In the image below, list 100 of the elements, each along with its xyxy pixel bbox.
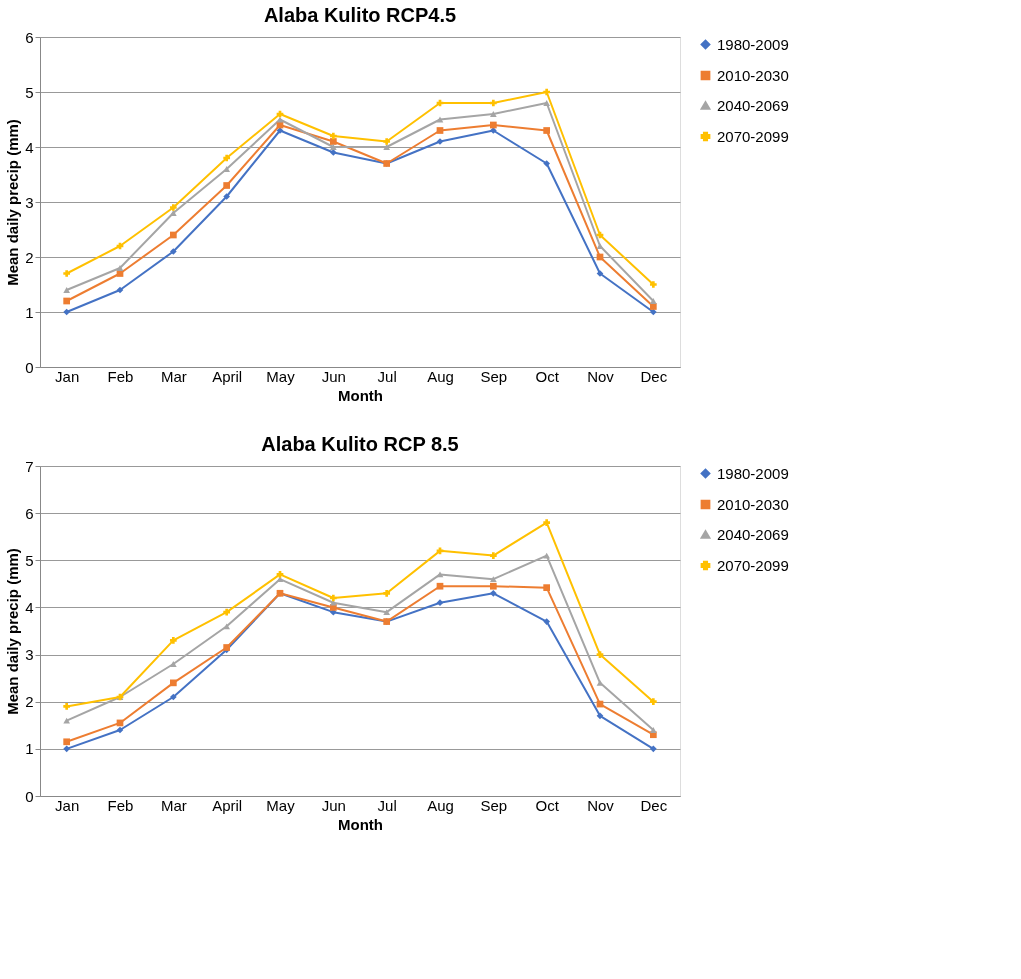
y-tick-label: 2 bbox=[25, 693, 34, 711]
point bbox=[649, 727, 657, 733]
x-tick-label: May bbox=[266, 367, 296, 385]
point bbox=[276, 571, 284, 578]
point bbox=[329, 149, 337, 156]
x-tick-label: Jul bbox=[377, 796, 397, 814]
y-tick-label: 3 bbox=[25, 646, 34, 664]
point bbox=[223, 623, 231, 630]
chart-title: Alaba Kulito RCP4.5 bbox=[263, 4, 457, 26]
x-tick-label: Aug bbox=[427, 367, 454, 385]
y-tick-label: 6 bbox=[25, 504, 34, 522]
point bbox=[649, 281, 657, 288]
point bbox=[543, 519, 551, 526]
x-tick-label: Oct bbox=[535, 796, 560, 814]
point bbox=[223, 608, 231, 616]
x-tick-label: Jan bbox=[55, 796, 80, 814]
point bbox=[383, 144, 391, 150]
y-tick-label: 5 bbox=[25, 83, 34, 101]
x-tick-label: Jan bbox=[55, 367, 80, 385]
point bbox=[649, 303, 657, 310]
point bbox=[489, 576, 497, 583]
point bbox=[63, 703, 71, 710]
x-tick-label: Jun bbox=[321, 796, 346, 814]
y-tick-label: 1 bbox=[25, 740, 34, 758]
point bbox=[329, 594, 337, 602]
point bbox=[489, 589, 497, 597]
point bbox=[596, 243, 604, 249]
y-tick-label: 3 bbox=[25, 193, 34, 211]
point bbox=[489, 121, 497, 129]
point bbox=[489, 127, 497, 134]
x-axis-title: Month bbox=[338, 386, 383, 404]
point bbox=[63, 297, 71, 305]
x-tick-label: Jul bbox=[377, 367, 397, 385]
y-tick-label: 4 bbox=[25, 598, 34, 616]
point bbox=[436, 127, 444, 134]
point bbox=[383, 609, 391, 616]
point bbox=[169, 661, 177, 667]
legend-label: 2070-2099 bbox=[717, 556, 789, 574]
x-tick-label: Mar bbox=[160, 367, 187, 385]
point bbox=[329, 132, 337, 140]
point bbox=[169, 693, 177, 701]
y-axis-title: Mean daily precip (mm) bbox=[4, 548, 22, 715]
point bbox=[436, 599, 444, 607]
point bbox=[276, 116, 284, 123]
point bbox=[329, 138, 337, 145]
x-tick-label: Sep bbox=[480, 367, 508, 385]
point bbox=[169, 231, 177, 239]
point bbox=[383, 138, 391, 145]
y-tick-label: 7 bbox=[25, 457, 34, 475]
legend-label: 2040-2069 bbox=[717, 96, 789, 114]
point bbox=[543, 127, 551, 134]
point bbox=[169, 204, 177, 211]
y-tick-label: 5 bbox=[25, 551, 34, 569]
y-tick-label: 6 bbox=[25, 28, 34, 46]
point bbox=[436, 571, 444, 578]
x-tick-label: Sep bbox=[480, 796, 508, 814]
x-tick-label: April bbox=[212, 367, 243, 385]
point bbox=[649, 745, 657, 753]
point bbox=[169, 637, 177, 644]
point bbox=[169, 248, 177, 255]
point bbox=[223, 154, 231, 162]
point bbox=[436, 116, 444, 123]
y-tick-label: 2 bbox=[25, 248, 34, 266]
point bbox=[169, 210, 177, 216]
point bbox=[649, 298, 657, 304]
x-tick-label: Nov bbox=[587, 367, 615, 385]
point bbox=[543, 618, 551, 625]
x-tick-label: Oct bbox=[535, 367, 560, 385]
x-tick-label: Mar bbox=[160, 796, 187, 814]
point bbox=[63, 738, 71, 746]
point bbox=[223, 166, 231, 172]
point bbox=[436, 582, 444, 590]
x-tick-label: Dec bbox=[640, 796, 668, 814]
legend-label: 2010-2030 bbox=[717, 495, 789, 513]
point bbox=[169, 679, 177, 687]
point bbox=[596, 651, 604, 658]
x-tick-label: Feb bbox=[107, 367, 134, 385]
x-tick-label: May bbox=[266, 796, 296, 814]
x-tick-label: Dec bbox=[640, 367, 668, 385]
point bbox=[383, 589, 391, 597]
point bbox=[63, 308, 71, 316]
x-tick-label: Nov bbox=[587, 796, 615, 814]
legend-label: 2010-2030 bbox=[717, 66, 789, 84]
point bbox=[543, 88, 551, 96]
y-tick-label: 4 bbox=[25, 138, 34, 156]
y-tick-label: 1 bbox=[25, 303, 34, 321]
x-tick-label: April bbox=[212, 796, 243, 814]
point bbox=[489, 582, 497, 590]
legend-label: 1980-2009 bbox=[717, 464, 789, 482]
point bbox=[543, 584, 551, 591]
point bbox=[489, 552, 497, 559]
point bbox=[63, 270, 71, 277]
x-axis-title: Month bbox=[338, 815, 383, 833]
point bbox=[596, 712, 604, 720]
point bbox=[649, 698, 657, 706]
point bbox=[543, 100, 551, 106]
point bbox=[329, 144, 337, 150]
point bbox=[116, 286, 124, 294]
point bbox=[489, 111, 497, 117]
point bbox=[116, 726, 124, 734]
